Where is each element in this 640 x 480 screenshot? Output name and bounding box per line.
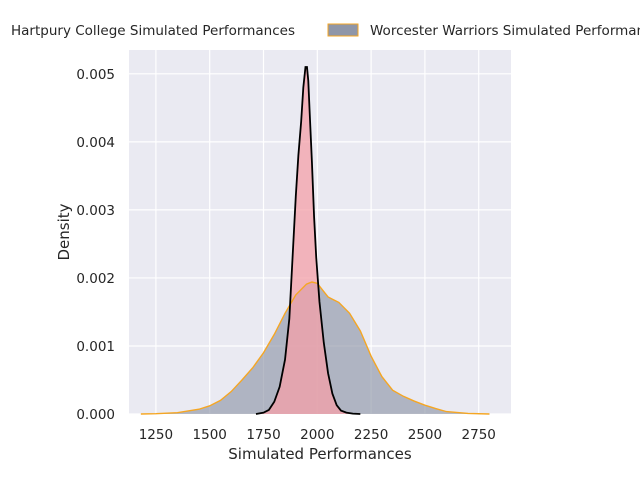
x-tick-label: 1250	[139, 427, 173, 443]
x-tick-label: 1750	[246, 427, 280, 443]
x-tick-label: 2750	[462, 427, 496, 443]
y-axis-label: Density	[55, 203, 73, 260]
y-tick-label: 0.000	[76, 407, 115, 423]
y-tick-label: 0.003	[76, 203, 115, 219]
x-tick-label: 2250	[354, 427, 388, 443]
density-curves	[140, 66, 490, 415]
x-axis-label: Simulated Performances	[228, 445, 412, 463]
y-tick-label: 0.001	[76, 339, 115, 355]
density-line-1	[140, 281, 490, 415]
y-axis: 0.000 0.001 0.002 0.003 0.004 0.005	[76, 67, 115, 423]
y-tick-label: 0.002	[76, 271, 115, 287]
density-line-0	[255, 66, 361, 415]
legend-label-worcester: Worcester Warriors Simulated Performance…	[370, 23, 640, 39]
legend-label-hartpury: Hartpury College Simulated Performances	[11, 23, 295, 39]
x-axis: 1250 1500 1750 2000 2250 2500 2750	[139, 427, 496, 443]
x-tick-label: 2500	[408, 427, 442, 443]
x-tick-label: 2000	[300, 427, 334, 443]
chart-legend: Hartpury College Simulated Performances W…	[11, 23, 640, 39]
density-area-0	[255, 67, 361, 414]
y-tick-label: 0.004	[76, 135, 115, 151]
y-tick-label: 0.005	[76, 67, 115, 83]
legend-swatch-worcester	[327, 23, 359, 37]
x-tick-label: 1500	[193, 427, 227, 443]
